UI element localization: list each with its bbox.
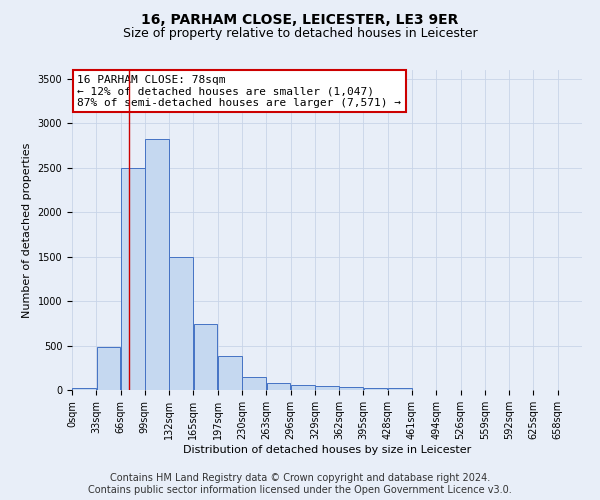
Text: 16, PARHAM CLOSE, LEICESTER, LE3 9ER: 16, PARHAM CLOSE, LEICESTER, LE3 9ER xyxy=(142,12,458,26)
Bar xyxy=(266,383,290,390)
Bar xyxy=(340,388,363,390)
Bar xyxy=(72,388,96,390)
Bar xyxy=(364,388,388,390)
Bar xyxy=(194,324,217,390)
Bar xyxy=(169,256,193,390)
Bar xyxy=(388,388,412,390)
Bar xyxy=(291,384,314,390)
Bar xyxy=(315,386,339,390)
Bar xyxy=(145,140,169,390)
Bar xyxy=(97,348,121,390)
Text: Size of property relative to detached houses in Leicester: Size of property relative to detached ho… xyxy=(122,28,478,40)
Text: 16 PARHAM CLOSE: 78sqm
← 12% of detached houses are smaller (1,047)
87% of semi-: 16 PARHAM CLOSE: 78sqm ← 12% of detached… xyxy=(77,75,401,108)
Text: Contains HM Land Registry data © Crown copyright and database right 2024.
Contai: Contains HM Land Registry data © Crown c… xyxy=(88,474,512,495)
Bar xyxy=(242,376,266,390)
Bar xyxy=(121,168,145,390)
Y-axis label: Number of detached properties: Number of detached properties xyxy=(22,142,32,318)
X-axis label: Distribution of detached houses by size in Leicester: Distribution of detached houses by size … xyxy=(183,444,471,454)
Bar xyxy=(218,356,242,390)
